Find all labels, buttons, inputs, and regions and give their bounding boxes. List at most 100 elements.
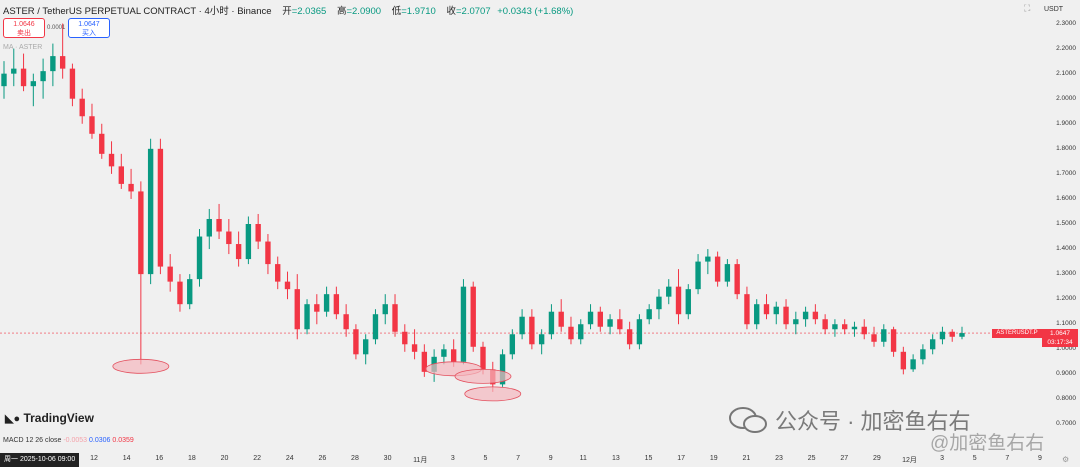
- candle: [920, 344, 926, 365]
- candle-body: [519, 316, 525, 335]
- candle: [939, 326, 946, 345]
- candle: [812, 304, 819, 325]
- candle: [343, 304, 349, 337]
- candle: [607, 314, 613, 335]
- candle: [353, 324, 359, 360]
- time-tick: 11: [579, 455, 587, 462]
- price-tick: 1.3000: [1056, 270, 1076, 278]
- candle-body: [265, 241, 271, 265]
- candle-body: [529, 316, 535, 345]
- candle: [11, 48, 17, 87]
- candle-body: [372, 314, 379, 340]
- time-tick: 19: [709, 455, 718, 462]
- candle: [89, 103, 95, 139]
- candle-body: [607, 319, 613, 327]
- ma-indicator-label[interactable]: MA · ASTER: [3, 44, 43, 51]
- time-tick: 7: [1005, 455, 1010, 462]
- candle-body: [636, 319, 643, 345]
- candle-body: [421, 351, 428, 372]
- candle-body: [167, 266, 173, 282]
- candle: [20, 53, 27, 92]
- candle-body: [939, 331, 946, 340]
- high-label: 高: [336, 6, 347, 17]
- candle-body: [118, 166, 124, 184]
- buy-price: 1.0647: [78, 21, 100, 28]
- settings-icon[interactable]: ⚙: [1062, 455, 1070, 464]
- time-tick: 16: [155, 455, 164, 462]
- candle: [294, 274, 300, 340]
- symbol-header: ASTER / TetherUS PERPETUAL CONTRACT · 4小…: [3, 3, 573, 17]
- candle: [402, 324, 408, 352]
- candle: [157, 138, 164, 275]
- price-axis[interactable]: 2.3000 2.2000 2.1000 2.0000 1.9000 1.8000 1.70…: [1042, 0, 1080, 453]
- candle: [832, 319, 838, 337]
- buy-button[interactable]: 1.0647 买入: [68, 18, 110, 38]
- time-tick: 9: [548, 455, 553, 462]
- candle: [392, 294, 398, 337]
- candle: [284, 271, 291, 300]
- candle-body: [226, 231, 232, 245]
- candle-body: [343, 314, 349, 330]
- candle: [206, 208, 212, 250]
- price-chart[interactable]: [0, 0, 1042, 453]
- candle-body: [959, 333, 965, 337]
- time-tick: 21: [742, 455, 751, 462]
- candle: [773, 301, 779, 325]
- price-tick: 1.6000: [1056, 194, 1076, 202]
- candle: [597, 306, 603, 332]
- candle-body: [255, 224, 261, 242]
- price-tick: 0.8000: [1056, 395, 1076, 403]
- time-tick: 20: [220, 455, 229, 462]
- candle: [421, 344, 428, 377]
- maximize-icon[interactable]: ⛶: [1024, 3, 1031, 13]
- symbol-title[interactable]: ASTER / TetherUS PERPETUAL CONTRACT · 4小…: [3, 6, 272, 17]
- currency-label[interactable]: USDT: [1044, 6, 1064, 13]
- candle-body: [206, 218, 212, 237]
- candle: [656, 289, 662, 320]
- macd-legend[interactable]: MACD 12 26 close -0.0053 0.0306 0.0359: [3, 437, 134, 444]
- candle: [636, 314, 643, 350]
- candle: [793, 311, 799, 335]
- candle: [40, 58, 46, 99]
- close-label: 收: [446, 6, 456, 17]
- candle-body: [69, 68, 76, 99]
- highlighted-low-marker: [464, 386, 522, 402]
- candle-body: [509, 334, 516, 355]
- candle: [734, 259, 740, 300]
- price-tick: 2.1000: [1056, 69, 1076, 77]
- time-tick: 29: [872, 455, 881, 462]
- time-tick: 30: [383, 455, 392, 462]
- candle-body: [871, 334, 877, 342]
- price-tick: 2.2000: [1056, 44, 1076, 52]
- candle-body: [822, 319, 828, 330]
- candle-body: [881, 329, 887, 342]
- candle-body: [108, 153, 115, 167]
- time-tick: 5: [483, 455, 488, 462]
- candle: [147, 138, 154, 285]
- candle: [822, 314, 828, 335]
- candle: [587, 304, 594, 330]
- candle-body: [245, 224, 252, 260]
- candle: [910, 354, 916, 372]
- candle-body: [99, 133, 105, 154]
- candle: [69, 63, 76, 107]
- time-tick: 28: [351, 455, 359, 462]
- candle: [275, 256, 281, 290]
- time-tick: 15: [644, 455, 653, 462]
- candle: [167, 254, 173, 292]
- candle: [314, 294, 320, 325]
- candle-body: [705, 256, 711, 262]
- candle: [558, 299, 564, 332]
- candle: [900, 346, 907, 375]
- candle-body: [675, 286, 682, 315]
- candle-body: [802, 311, 809, 320]
- candle: [411, 329, 418, 360]
- price-tick: 1.8000: [1056, 144, 1076, 152]
- time-tick: 3: [450, 455, 455, 462]
- low-label: 低: [391, 6, 402, 17]
- price-tick: 0.9000: [1056, 370, 1076, 378]
- sell-button[interactable]: 1.0646 卖出: [3, 18, 45, 38]
- time-axis[interactable]: 12 14 16 18 20 22 24 26 28 30 11月 3 5 7 9 11 13 15 17 19 21 2…: [0, 453, 1080, 467]
- time-tick: 14: [122, 455, 131, 462]
- candle: [519, 309, 525, 340]
